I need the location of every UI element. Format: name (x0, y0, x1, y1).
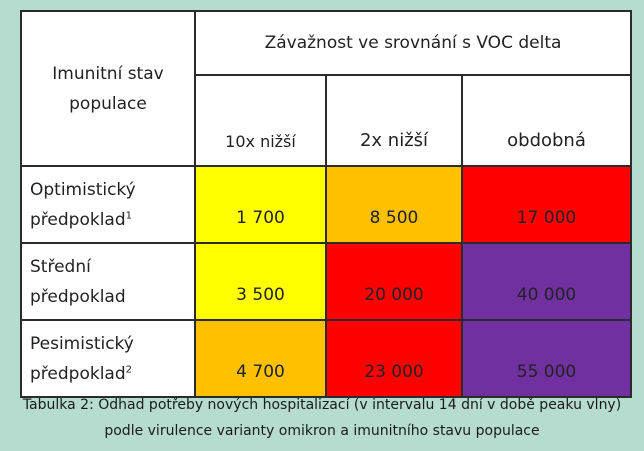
value-cell: 3 500 (194, 242, 327, 321)
row-label-line2: předpoklad (30, 209, 126, 230)
caption-line1: Tabulka 2: Odhad potřeby nových hospital… (22, 397, 622, 413)
row-label-line1: Střední (30, 256, 91, 277)
table-row-medium: Střední předpoklad 3 500 20 000 40 000 (20, 242, 632, 321)
row-label-pessimistic: Pesimistický předpoklad2 (20, 319, 196, 398)
table-row-pessimistic: Pesimistický předpoklad2 4 700 23 000 55… (20, 319, 632, 398)
immune-status-header-line1: Imunitní stav (52, 63, 164, 84)
column-header-similar: obdobná (461, 74, 632, 167)
severity-header: Závažnost ve srovnání s VOC delta (194, 10, 632, 76)
column-header-10x-lower: 10x nižší (194, 74, 327, 167)
value-cell: 20 000 (325, 242, 463, 321)
value-cell: 23 000 (325, 319, 463, 398)
hospitalization-table-container: Imunitní stav populace Závažnost ve srov… (20, 10, 632, 398)
immune-status-header: Imunitní stav populace (20, 10, 196, 167)
caption-line2: podle virulence varianty omikron a imuni… (104, 423, 540, 439)
row-label-optimistic: Optimistický předpoklad1 (20, 165, 196, 244)
row-label-line2: předpoklad (30, 286, 126, 307)
table-row-optimistic: Optimistický předpoklad1 1 700 8 500 17 … (20, 165, 632, 244)
value-cell: 55 000 (461, 319, 632, 398)
immune-status-header-line2: populace (69, 93, 147, 114)
value-cell: 40 000 (461, 242, 632, 321)
value-cell: 8 500 (325, 165, 463, 244)
row-label-line2: předpoklad (30, 363, 126, 384)
column-header-2x-lower: 2x nižší (325, 74, 463, 167)
footnote-marker: 1 (125, 209, 132, 221)
table-caption: Tabulka 2: Odhad potřeby nových hospital… (0, 392, 644, 444)
value-cell: 4 700 (194, 319, 327, 398)
hospitalization-estimate-table: Imunitní stav populace Závažnost ve srov… (20, 10, 632, 398)
value-cell: 1 700 (194, 165, 327, 244)
row-label-medium: Střední předpoklad (20, 242, 196, 321)
row-label-line1: Pesimistický (30, 333, 134, 354)
row-label-line1: Optimistický (30, 179, 136, 200)
value-cell: 17 000 (461, 165, 632, 244)
footnote-marker: 2 (125, 363, 132, 375)
